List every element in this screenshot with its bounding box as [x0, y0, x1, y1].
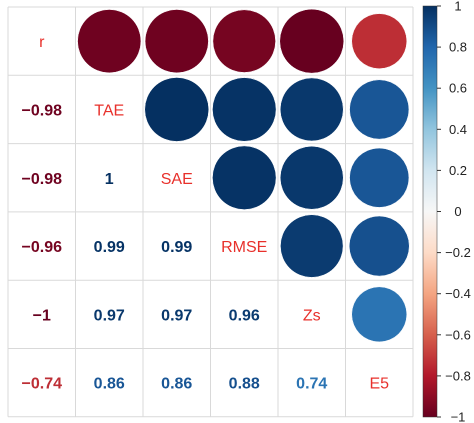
colorbar-tick-label: 0.6 — [449, 81, 467, 96]
colorbar-tick-label: −0.2 — [445, 245, 471, 260]
correlation-value: −0.96 — [22, 239, 63, 256]
correlation-value: −0.98 — [22, 102, 63, 119]
correlation-value: 0.97 — [161, 307, 192, 324]
cells-layer: r −0.98 TAE −0.98 1 SAE −0.96 0.99 0.99 RMSE −1 0.9… — [22, 8, 410, 393]
correlation-circle — [348, 215, 410, 277]
correlation-value: 0.96 — [229, 307, 260, 324]
colorbar-tick-label: 1 — [454, 0, 461, 14]
colorbar-tick-label: −1 — [451, 410, 466, 423]
colorbar-tick-label: −0.4 — [445, 286, 471, 301]
correlation-value: −0.74 — [22, 376, 63, 393]
correlation-value: 0.86 — [161, 376, 192, 393]
colorbar-tick-label: 0.8 — [449, 40, 467, 55]
variable-label: E5 — [369, 376, 389, 393]
correlation-circle — [349, 147, 410, 208]
correlation-circle — [279, 145, 344, 210]
variable-label: RMSE — [221, 239, 267, 256]
correlation-circle — [144, 9, 209, 74]
correlation-circle — [212, 77, 277, 142]
correlation-circle — [144, 77, 209, 142]
colorbar-tick-label: −0.6 — [445, 327, 471, 342]
variable-label: r — [39, 34, 45, 51]
correlation-value: 1 — [105, 171, 114, 188]
colorbar-tick-label: −0.8 — [445, 368, 471, 383]
correlation-value: 0.86 — [94, 376, 125, 393]
colorbar-tick-label: 0.2 — [449, 163, 467, 178]
colorbar-tick-label: 0.4 — [449, 122, 467, 137]
variable-label: TAE — [94, 102, 124, 119]
colorbar-gradient — [423, 6, 437, 417]
variable-label: Zs — [303, 307, 321, 324]
correlation-value: 0.99 — [161, 239, 192, 256]
correlation-circle — [349, 79, 410, 140]
colorbar: 1 0.8 0.6 0.4 0.2 0 −0.2 −0.4 −0.6 −0.8 −1 — [422, 0, 471, 423]
correlation-circle — [77, 9, 142, 74]
correlation-value: 0.74 — [296, 376, 327, 393]
correlation-value: 0.88 — [229, 376, 260, 393]
variable-label: SAE — [161, 171, 193, 188]
correlation-value: 0.99 — [94, 239, 125, 256]
correlation-circle — [212, 9, 276, 73]
correlation-circle — [279, 8, 344, 74]
correlation-circle — [212, 145, 277, 210]
correlation-value: 0.97 — [94, 307, 125, 324]
correlation-circle — [351, 286, 408, 343]
grid-layer — [7, 6, 414, 418]
correlation-circle — [280, 214, 344, 278]
correlation-value: −0.98 — [22, 171, 63, 188]
correlation-value: −1 — [33, 307, 51, 324]
correlation-circle — [279, 77, 344, 142]
correlation-circle — [351, 13, 408, 69]
colorbar-tick-label: 0 — [454, 204, 461, 219]
